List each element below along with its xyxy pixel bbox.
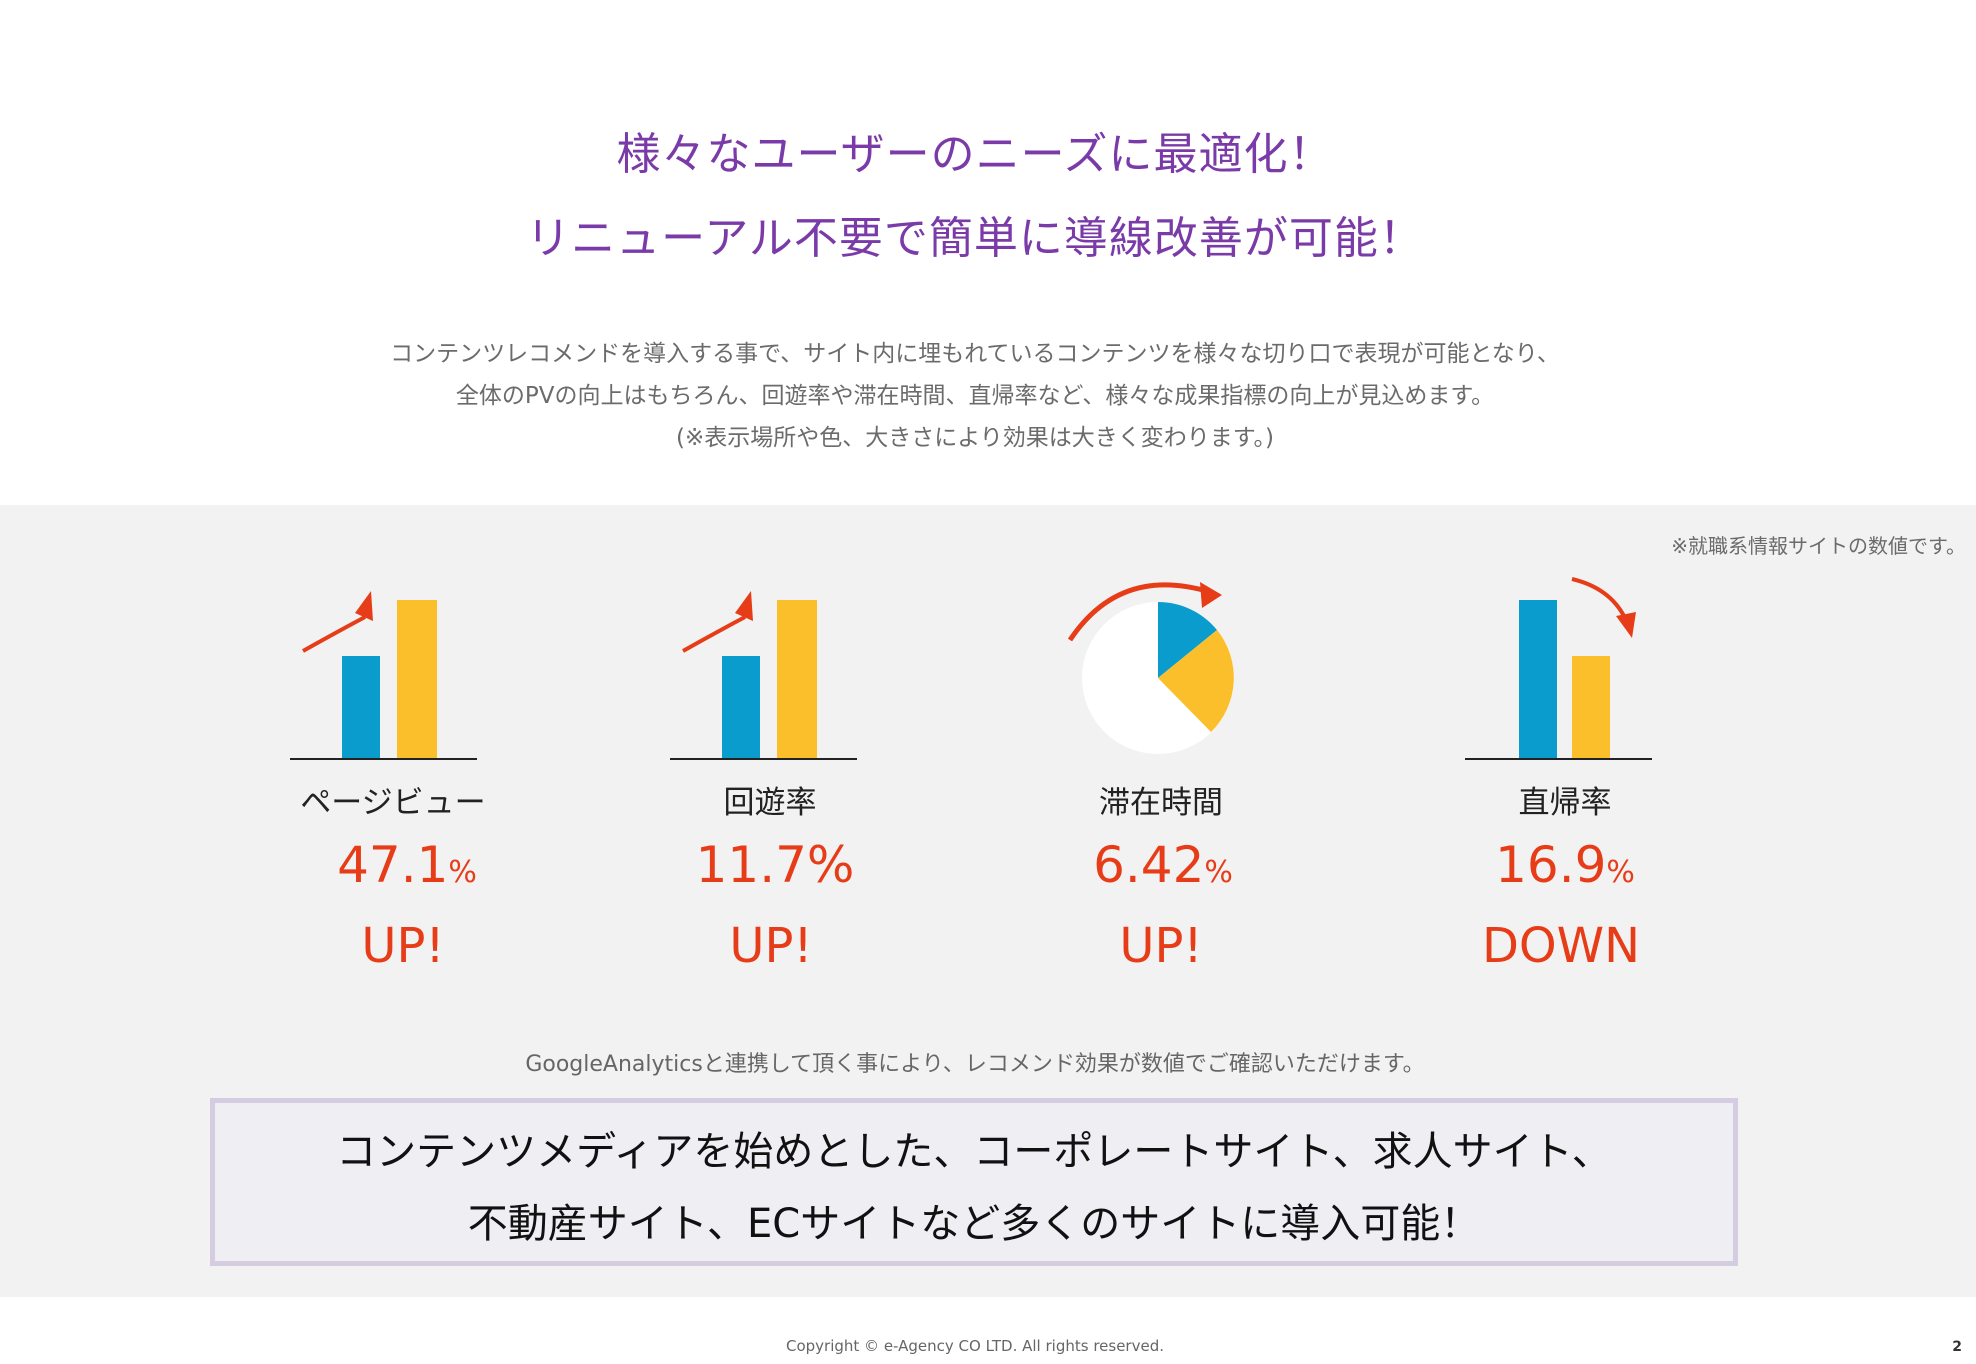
pie-chart-icon bbox=[1067, 582, 1234, 754]
bar-chart-up-icon bbox=[290, 591, 477, 760]
analytics-note: GoogleAnalyticsと連携して頂く事により、レコメンド効果が数値でご確… bbox=[525, 1052, 1425, 1077]
headline-line-2: リニューアル不要で簡単に導線改善が可能！ bbox=[526, 213, 1424, 264]
intro-line-3: (※表示場所や色、大きさにより効果は大きく変わります。) bbox=[676, 425, 1274, 451]
metric-value: 47.1% bbox=[257, 836, 557, 894]
headline-line-1: 様々なユーザーのニーズに最適化！ bbox=[616, 129, 1334, 180]
metric-number: 6.42 bbox=[1093, 836, 1205, 894]
metric-value: 6.42% bbox=[1013, 836, 1313, 894]
cta-line-2: 不動産サイト、ECサイトなど多くのサイトに導入可能！ bbox=[467, 1201, 1481, 1247]
metric-unit: % bbox=[806, 836, 855, 894]
data-source-note: ※就職系情報サイトの数値です。 bbox=[1671, 534, 1966, 558]
cta-box: コンテンツメディアを始めとした、コーポレートサイト、求人サイト、 不動産サイト、… bbox=[210, 1098, 1738, 1266]
metric-label: ページビュー bbox=[300, 785, 486, 821]
metric-label: 回遊率 bbox=[723, 785, 817, 821]
metric-unit: % bbox=[1606, 855, 1635, 890]
bar-chart-down-icon bbox=[1465, 577, 1652, 760]
metric-value: 11.7% bbox=[625, 836, 925, 894]
page-number: 2 bbox=[1952, 1339, 1962, 1355]
metric-number: 47.1 bbox=[337, 836, 449, 894]
cta-line-1: コンテンツメディアを始めとした、コーポレートサイト、求人サイト、 bbox=[336, 1129, 1612, 1175]
metric-direction: UP! bbox=[729, 918, 813, 974]
metric-direction: DOWN bbox=[1481, 918, 1641, 974]
metric-unit: % bbox=[1204, 855, 1233, 890]
metric-value: 16.9% bbox=[1415, 836, 1715, 894]
metric-direction: UP! bbox=[361, 918, 445, 974]
copyright: Copyright © e-Agency CO LTD. All rights … bbox=[785, 1337, 1164, 1355]
intro-line-1: コンテンツレコメンドを導入する事で、サイト内に埋もれているコンテンツを様々な切り… bbox=[390, 341, 1560, 367]
intro-line-2: 全体のPVの向上はもちろん、回遊率や滞在時間、直帰率など、様々な成果指標の向上が… bbox=[455, 383, 1495, 409]
metric-unit: % bbox=[448, 855, 477, 890]
bar-chart-up-icon bbox=[670, 591, 857, 760]
metric-number: 11.7 bbox=[695, 836, 807, 894]
metric-direction: UP! bbox=[1119, 918, 1203, 974]
metric-label: 滞在時間 bbox=[1099, 785, 1223, 821]
metric-label: 直帰率 bbox=[1518, 785, 1612, 821]
metric-number: 16.9 bbox=[1495, 836, 1607, 894]
